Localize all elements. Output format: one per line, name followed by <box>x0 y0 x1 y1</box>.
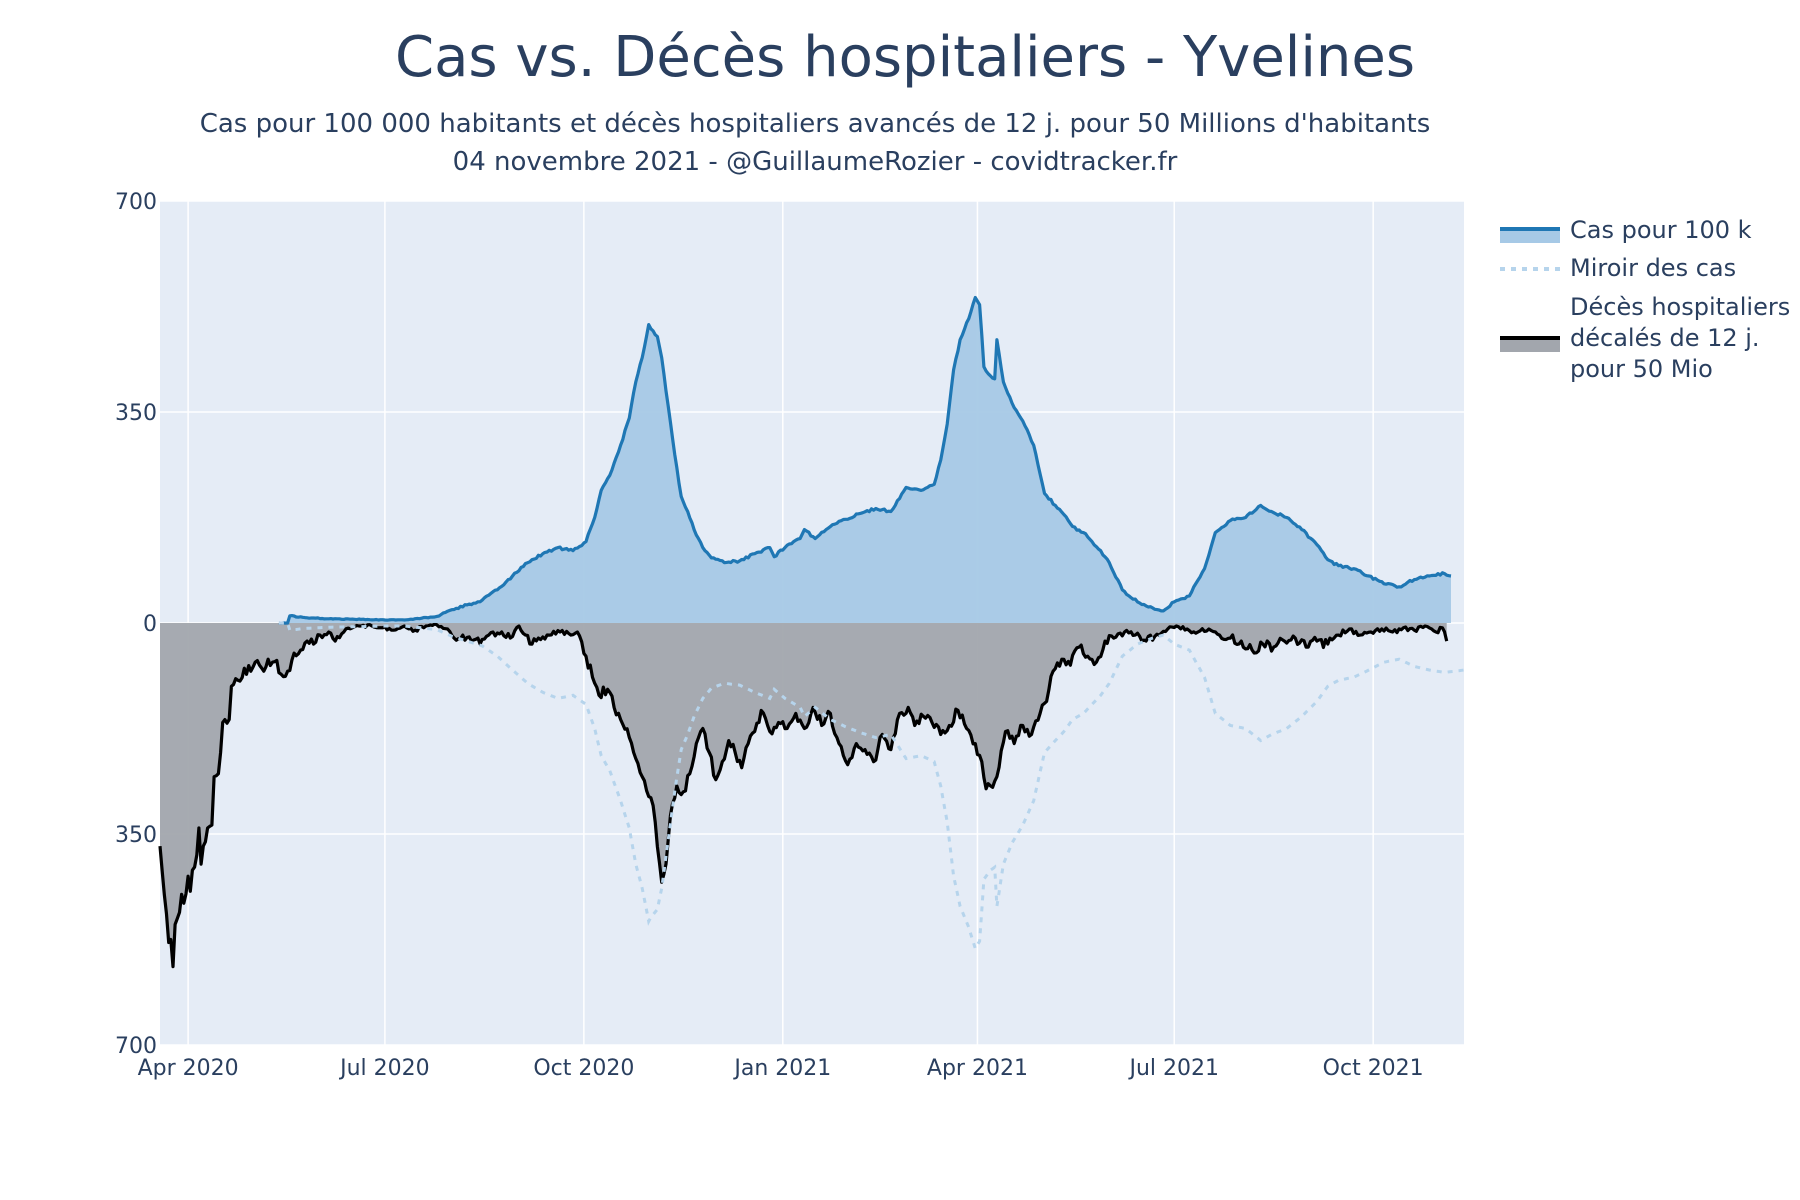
legend-label-2-line-0[interactable]: Décès hospitaliers <box>1570 293 1790 321</box>
x-tick-label-4: Apr 2021 <box>927 1056 1028 1081</box>
legend-label-1[interactable]: Miroir des cas <box>1570 254 1736 282</box>
legend-label-2-line-1[interactable]: décalés de 12 j. <box>1570 324 1760 352</box>
chart-subtitle-line-1: Cas pour 100 000 habitants et décès hosp… <box>200 109 1431 139</box>
y-tick-label-3: 350 <box>115 823 157 848</box>
legend-swatch-2[interactable] <box>1500 336 1560 352</box>
legend[interactable]: Cas pour 100 k Miroir des cas Décès hospit… <box>1500 216 1790 383</box>
series-0-area <box>278 297 1451 624</box>
legend-label-0[interactable]: Cas pour 100 k <box>1570 216 1752 244</box>
y-tick-label-1: 350 <box>115 401 157 426</box>
legend-label-2-line-2[interactable]: pour 50 Mio <box>1570 355 1713 383</box>
chart-subtitle-line-2: 04 novembre 2021 - @GuillaumeRozier - co… <box>453 147 1178 177</box>
x-tick-label-3: Jan 2021 <box>732 1056 831 1081</box>
y-tick-label-4: 700 <box>115 1034 157 1059</box>
legend-swatch-0[interactable] <box>1500 227 1560 243</box>
x-tick-label-2: Oct 2020 <box>533 1056 634 1081</box>
series-0-line <box>278 295 1452 625</box>
y-tick-label-2: 0 <box>143 612 157 637</box>
x-tick-label-0: Apr 2020 <box>138 1056 239 1081</box>
series-2-area <box>160 623 1447 967</box>
series-layer <box>158 295 1465 969</box>
x-tick-label-1: Jul 2020 <box>338 1056 430 1081</box>
chart-title: Cas vs. Décès hospitaliers - Yvelines <box>395 25 1415 90</box>
x-tick-label-5: Jul 2021 <box>1127 1056 1219 1081</box>
x-tick-label-6: Oct 2021 <box>1323 1056 1424 1081</box>
y-tick-label-0: 700 <box>115 190 157 215</box>
